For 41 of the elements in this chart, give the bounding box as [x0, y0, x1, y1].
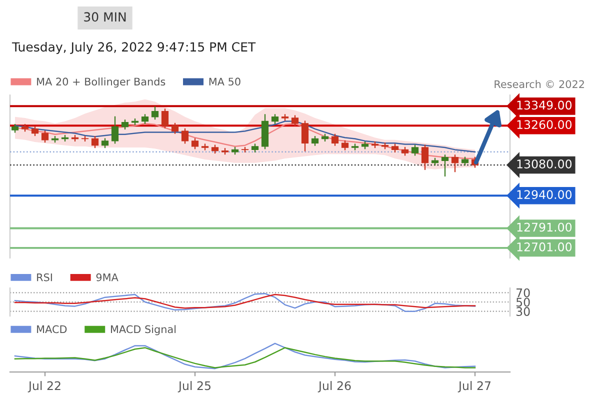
- candlestick: [181, 128, 189, 144]
- candlestick: [81, 136, 89, 142]
- candlestick: [291, 115, 299, 126]
- ref-line-label: 12940.00: [517, 190, 572, 200]
- legend-label: 9MA: [96, 273, 118, 282]
- legend-label: MA 20 + Bollinger Bands: [37, 77, 166, 88]
- legend-label: MACD Signal: [111, 325, 176, 336]
- ref-line-label: 12701.00: [517, 242, 572, 252]
- candlestick: [151, 106, 159, 120]
- ref-line-label: 12791.00: [517, 222, 572, 232]
- line-series: [14, 294, 476, 309]
- chart-subtitle: Tuesday, July 26, 2022 9:47:15 PM CET: [12, 42, 256, 54]
- candlestick: [91, 136, 99, 148]
- x-tick-label: Jul 26: [318, 381, 351, 392]
- candlestick: [111, 116, 119, 144]
- text: MACD: [37, 325, 67, 334]
- candlestick: [441, 154, 449, 177]
- line-series: [14, 292, 476, 312]
- ref-line-label: 13080.00: [517, 160, 572, 168]
- y-tick-label: 30: [516, 307, 530, 316]
- legend-label: RSI: [37, 273, 52, 282]
- candlestick: [421, 144, 429, 170]
- y-tick-label: 50: [516, 298, 530, 307]
- candlestick: [241, 146, 249, 152]
- ref-line-label: 13349.00: [517, 100, 572, 110]
- ref-line-label: 13260.00: [517, 120, 572, 130]
- candlestick: [411, 144, 419, 156]
- text: Research © 2022: [494, 80, 584, 88]
- candlestick: [331, 134, 339, 146]
- legend-label: MA 50: [209, 78, 240, 86]
- y-tick-label: 70: [516, 288, 530, 298]
- candlestick: [301, 120, 309, 152]
- chart-title: 30 MIN: [84, 12, 126, 22]
- candlestick: [171, 122, 179, 134]
- candlestick: [451, 154, 459, 172]
- candlestick: [41, 130, 49, 143]
- candlestick: [161, 108, 169, 128]
- x-tick-label: Jul 27: [458, 381, 490, 392]
- x-tick-label: Jul 22: [28, 381, 60, 392]
- x-tick-label: Jul 25: [178, 381, 210, 392]
- candlestick: [191, 138, 199, 150]
